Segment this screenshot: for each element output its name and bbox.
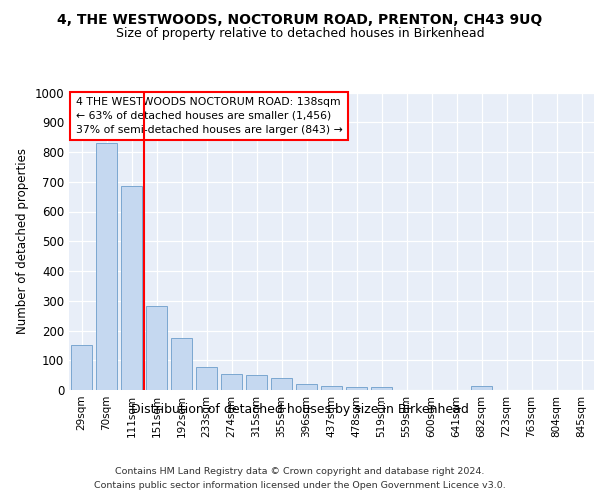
Bar (296, 384, 317, 390)
Text: 4 THE WESTWOODS NOCTORUM ROAD: 138sqm
← 63% of detached houses are smaller (1,45: 4 THE WESTWOODS NOCTORUM ROAD: 138sqm ← … (76, 97, 343, 135)
Bar (171, 338, 192, 390)
Bar (246, 375, 267, 390)
Bar (71, 346, 92, 390)
Text: Size of property relative to detached houses in Birkenhead: Size of property relative to detached ho… (116, 28, 484, 40)
Text: Distribution of detached houses by size in Birkenhead: Distribution of detached houses by size … (131, 402, 469, 415)
Bar (196, 367, 217, 390)
Bar (346, 387, 367, 390)
Bar (221, 374, 242, 390)
Bar (146, 306, 167, 390)
Y-axis label: Number of detached properties: Number of detached properties (16, 148, 29, 334)
Bar (471, 386, 492, 390)
Bar (96, 143, 117, 390)
Bar (371, 387, 392, 390)
Bar (271, 378, 292, 390)
Text: 4, THE WESTWOODS, NOCTORUM ROAD, PRENTON, CH43 9UQ: 4, THE WESTWOODS, NOCTORUM ROAD, PRENTON… (58, 12, 542, 26)
Text: Contains HM Land Registry data © Crown copyright and database right 2024.: Contains HM Land Registry data © Crown c… (115, 468, 485, 476)
Text: Contains public sector information licensed under the Open Government Licence v3: Contains public sector information licen… (94, 481, 506, 490)
Bar (321, 386, 342, 390)
Bar (121, 186, 142, 390)
